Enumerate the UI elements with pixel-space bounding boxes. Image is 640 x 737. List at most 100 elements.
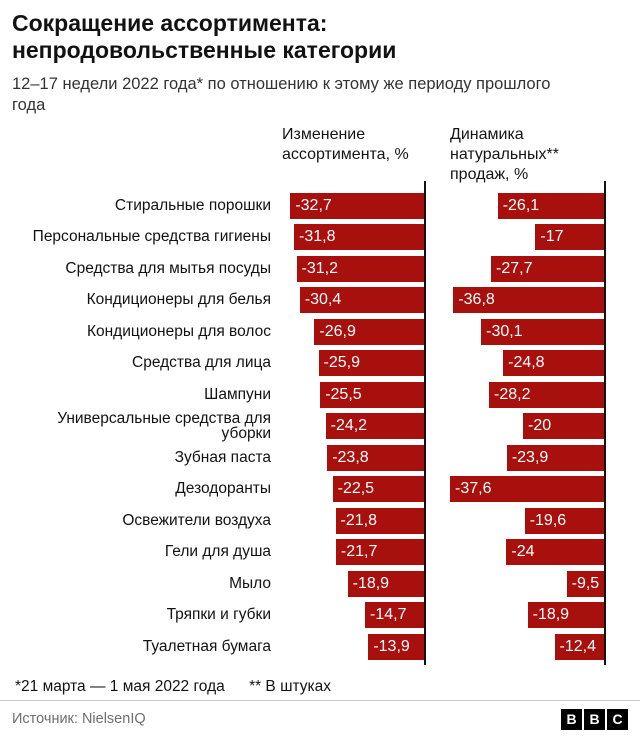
sales-bar: -26,1	[497, 192, 606, 219]
chart-row: Средства для лица -25,9 -24,8	[12, 348, 628, 380]
bar-value-label: -32,7	[295, 196, 332, 214]
assortment-bar-cell: -26,9	[280, 316, 426, 348]
assortment-bar-cell: -14,7	[280, 600, 426, 632]
sales-bar-cell: -37,6	[448, 474, 606, 506]
sales-bar: -28,2	[489, 381, 606, 408]
assortment-bar: -32,7	[290, 192, 426, 219]
assortment-bar-cell: -13,9	[280, 631, 426, 663]
category-label: Персональные средства гигиены	[32, 228, 271, 246]
bar-value-label: -24,2	[330, 417, 368, 435]
bar-value-label: -26,1	[502, 196, 540, 214]
bar-value-label: -21,8	[340, 511, 377, 529]
category-label: Шампуни	[204, 385, 271, 403]
category-label: Зубная паста	[174, 448, 271, 466]
bbc-logo-block-1: B	[561, 708, 582, 730]
chart-row: Освежители воздуха -21,8 -19,6	[12, 505, 628, 537]
category-label: Кондиционеры для волос	[86, 322, 271, 340]
chart-row: Тряпки и губки -14,7 -18,9	[12, 600, 628, 632]
bar-value-label: -17	[540, 228, 564, 246]
assortment-bar: -21,8	[335, 507, 426, 534]
sales-bar: -18,9	[527, 602, 606, 629]
chart-row: Шампуни -25,5 -28,2	[12, 379, 628, 411]
bar-value-label: -31,8	[299, 228, 336, 246]
assortment-bar: -13,9	[368, 633, 426, 660]
sales-bar-cell: -26,1	[448, 190, 606, 222]
bar-value-label: -25,5	[325, 385, 362, 403]
column-headers: Изменение ассортимента, % Динамика натур…	[12, 125, 628, 184]
bar-value-label: -23,8	[332, 448, 369, 466]
assortment-bar: -30,4	[299, 287, 426, 314]
bar-value-label: -22,5	[337, 480, 375, 498]
sales-bar: -36,8	[453, 287, 606, 314]
bar-value-label: -27,7	[496, 259, 533, 277]
bar-value-label: -31,2	[301, 259, 338, 277]
sales-bar-cell: -27,7	[448, 253, 606, 285]
chart-subtitle: 12–17 недели 2022 года* по отношению к э…	[12, 75, 551, 115]
assortment-bar-cell: -18,9	[280, 568, 426, 600]
chart-row: Гели для душа -21,7 -24	[12, 537, 628, 569]
category-label: Гели для душа	[164, 543, 271, 561]
assortment-bar-cell: -25,5	[280, 379, 426, 411]
chart-row: Кондиционеры для волос -26,9 -30,1	[12, 316, 628, 348]
sales-bar-cell: -12,4	[448, 631, 606, 663]
footnotes: *21 марта — 1 мая 2022 года ** В штуках	[12, 678, 628, 696]
assortment-bar: -25,9	[318, 350, 426, 377]
bar-value-label: -26,9	[319, 322, 356, 340]
bbc-logo: B B C	[561, 708, 628, 730]
bar-value-label: -13,9	[373, 637, 410, 655]
assortment-bar: -21,7	[335, 539, 426, 566]
sales-bar: -19,6	[524, 507, 606, 534]
chart-row: Средства для мытья посуды -31,2 -27,7	[12, 253, 628, 285]
assortment-bar-cell: -23,8	[280, 442, 426, 474]
assortment-bar-cell: -21,8	[280, 505, 426, 537]
bar-value-label: -24	[511, 543, 535, 561]
assortment-bar: -25,5	[320, 381, 426, 408]
assortment-bar-cell: -21,7	[280, 537, 426, 569]
bar-value-label: -18,9	[352, 574, 390, 592]
sales-bar: -20	[523, 413, 606, 440]
sales-bar-cell: -17	[448, 222, 606, 254]
bar-value-label: -12,4	[559, 637, 596, 655]
bar-value-label: -28,2	[494, 385, 531, 403]
title-line-2: непродовольственные категории	[12, 37, 397, 64]
bar-value-label: -19,6	[529, 511, 567, 529]
bar-value-label: -14,7	[370, 606, 407, 624]
sales-bar: -12,4	[554, 633, 606, 660]
category-label: Средства для лица	[132, 354, 271, 372]
bar-value-label: -20	[528, 417, 552, 435]
footer-bar: Источник: NielsenIQ B B C	[0, 700, 640, 737]
bar-value-label: -24,8	[508, 354, 545, 372]
sales-bar: -37,6	[450, 476, 606, 503]
sales-bar-cell: -28,2	[448, 379, 606, 411]
assortment-bar: -24,2	[325, 413, 426, 440]
category-label: Освежители воздуха	[122, 511, 271, 529]
category-label: Туалетная бумага	[142, 637, 271, 655]
assortment-bar-cell: -24,2	[280, 411, 426, 443]
assortment-bar: -18,9	[347, 570, 426, 597]
bar-value-label: -23,9	[511, 448, 549, 466]
chart-row: Персональные средства гигиены -31,8 -17	[12, 222, 628, 254]
assortment-bar: -31,8	[294, 224, 426, 251]
label-column-spacer	[12, 125, 280, 184]
sales-bar-cell: -24,8	[448, 348, 606, 380]
assortment-bar: -26,9	[314, 318, 426, 345]
axis-line-sales	[604, 181, 606, 665]
title-line-1: Сокращение ассортимента:	[12, 10, 328, 36]
sales-bar-cell: -18,9	[448, 600, 606, 632]
chart-row: Кондиционеры для белья -30,4 -36,8	[12, 285, 628, 317]
category-label: Кондиционеры для белья	[86, 291, 271, 309]
chart-row: Универсальные средства для уборки -24,2 -2…	[12, 410, 628, 443]
page-title: Сокращение ассортимента: непродовольстве…	[12, 10, 628, 64]
bar-value-label: -9,5	[571, 574, 600, 592]
bar-value-label: -30,4	[304, 291, 342, 309]
bar-value-label: -30,1	[486, 322, 523, 340]
bbc-logo-block-2: B	[584, 708, 605, 730]
sales-bar-cell: -20	[448, 411, 606, 443]
category-label: Стиральные порошки	[114, 196, 271, 214]
chart-row: Дезодоранты -22,5 -37,6	[12, 474, 628, 506]
category-label: Дезодоранты	[175, 480, 271, 498]
sales-bar-cell: -9,5	[448, 568, 606, 600]
sales-bar: -27,7	[491, 255, 606, 282]
column-header-sales: Динамика натуральных** продаж, %	[450, 126, 559, 183]
sales-bar-cell: -19,6	[448, 505, 606, 537]
